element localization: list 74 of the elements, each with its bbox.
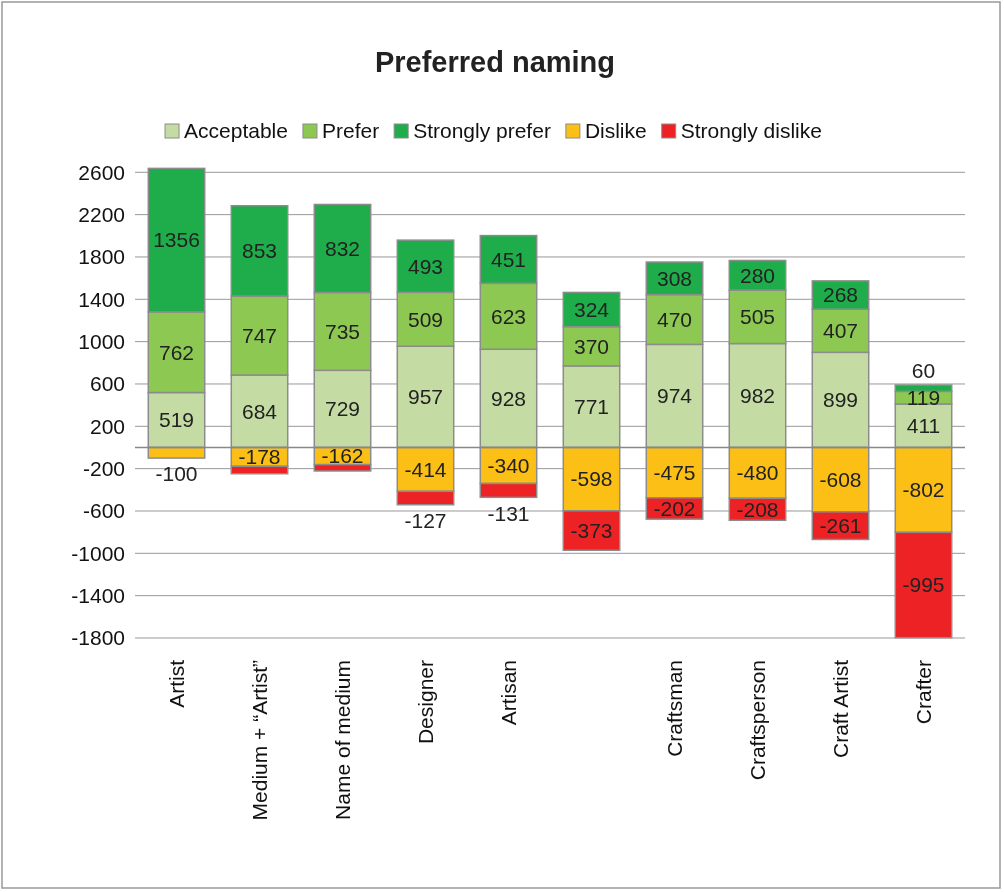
data-label: 623	[490, 304, 527, 328]
data-label: 407	[822, 319, 859, 343]
data-label: -608	[819, 468, 862, 492]
x-tick-label: Artist	[164, 659, 188, 708]
data-label: 684	[241, 399, 278, 423]
data-label: 735	[324, 319, 361, 343]
data-label: -598	[570, 467, 613, 491]
chart-title: Preferred naming	[374, 46, 616, 78]
x-tick-label: Medium + “Artist”	[247, 660, 271, 821]
y-tick-label: 1000	[78, 329, 125, 353]
data-label: -202	[653, 496, 696, 520]
y-tick-label: 2600	[78, 160, 125, 184]
y-tick-label: 1400	[78, 287, 125, 311]
data-label: 509	[407, 307, 444, 331]
y-tick-label: 600	[89, 372, 125, 396]
x-tick-label: Crafter	[911, 660, 935, 725]
data-label: 747	[241, 323, 278, 347]
y-tick-label: 1800	[78, 245, 125, 269]
data-label: -480	[736, 461, 779, 485]
data-label: 762	[158, 340, 195, 364]
data-label: 60	[911, 359, 936, 383]
y-tick-label: 2200	[78, 202, 125, 226]
data-label: -261	[819, 514, 862, 537]
y-tick-label: -600	[82, 499, 125, 523]
data-label: -340	[487, 453, 530, 477]
data-label: -162	[321, 444, 364, 468]
data-label: 451	[490, 247, 527, 271]
data-label: 411	[906, 414, 941, 438]
data-label: -802	[902, 478, 945, 502]
legend-label: Prefer	[321, 119, 380, 143]
data-label: 505	[739, 305, 776, 329]
data-label: 853	[241, 239, 278, 263]
data-label: 982	[739, 383, 776, 407]
data-label: -100	[155, 462, 198, 486]
data-label: 324	[573, 297, 610, 321]
x-tick-label: Artisan	[496, 660, 520, 726]
data-label: 268	[822, 283, 859, 307]
data-label: 832	[324, 236, 361, 260]
data-label: -475	[653, 460, 696, 484]
legend-label: Strongly dislike	[680, 119, 822, 143]
data-label: 928	[490, 386, 527, 410]
data-label: -414	[404, 457, 447, 481]
y-tick-label: -1400	[71, 583, 125, 607]
data-label: -178	[238, 445, 281, 469]
data-label: 470	[656, 307, 693, 331]
data-label: -208	[736, 497, 779, 521]
x-tick-label: Name of medium	[330, 660, 354, 820]
x-tick-label: Craft Artist	[828, 659, 852, 759]
y-tick-label: 200	[89, 414, 125, 438]
data-label: 493	[407, 254, 444, 278]
data-label: 729	[324, 397, 361, 421]
data-label: 974	[656, 384, 693, 408]
legend-label: Strongly prefer	[413, 119, 551, 143]
x-tick-label: Designer	[413, 660, 437, 745]
data-label: 280	[739, 263, 776, 287]
data-label: -373	[570, 518, 613, 542]
legend-label: Acceptable	[184, 119, 288, 143]
data-label: 308	[656, 266, 693, 290]
x-tick-label: Craftsperson	[745, 660, 769, 781]
y-tick-label: -1800	[71, 626, 125, 650]
data-label: -995	[902, 573, 945, 597]
data-label: 899	[822, 388, 859, 412]
data-label: 957	[407, 385, 444, 409]
data-label: 771	[573, 395, 610, 419]
legend-label: Dislike	[584, 119, 647, 143]
y-tick-label: -200	[82, 456, 125, 480]
data-label: -131	[487, 501, 530, 525]
data-label: 519	[158, 408, 195, 432]
data-label: 1356	[153, 228, 200, 252]
data-label: 119	[906, 386, 941, 410]
y-tick-label: -1000	[71, 541, 125, 565]
x-tick-label: Craftsman	[662, 660, 686, 757]
data-label: 370	[573, 334, 610, 358]
data-label: -127	[404, 509, 447, 533]
